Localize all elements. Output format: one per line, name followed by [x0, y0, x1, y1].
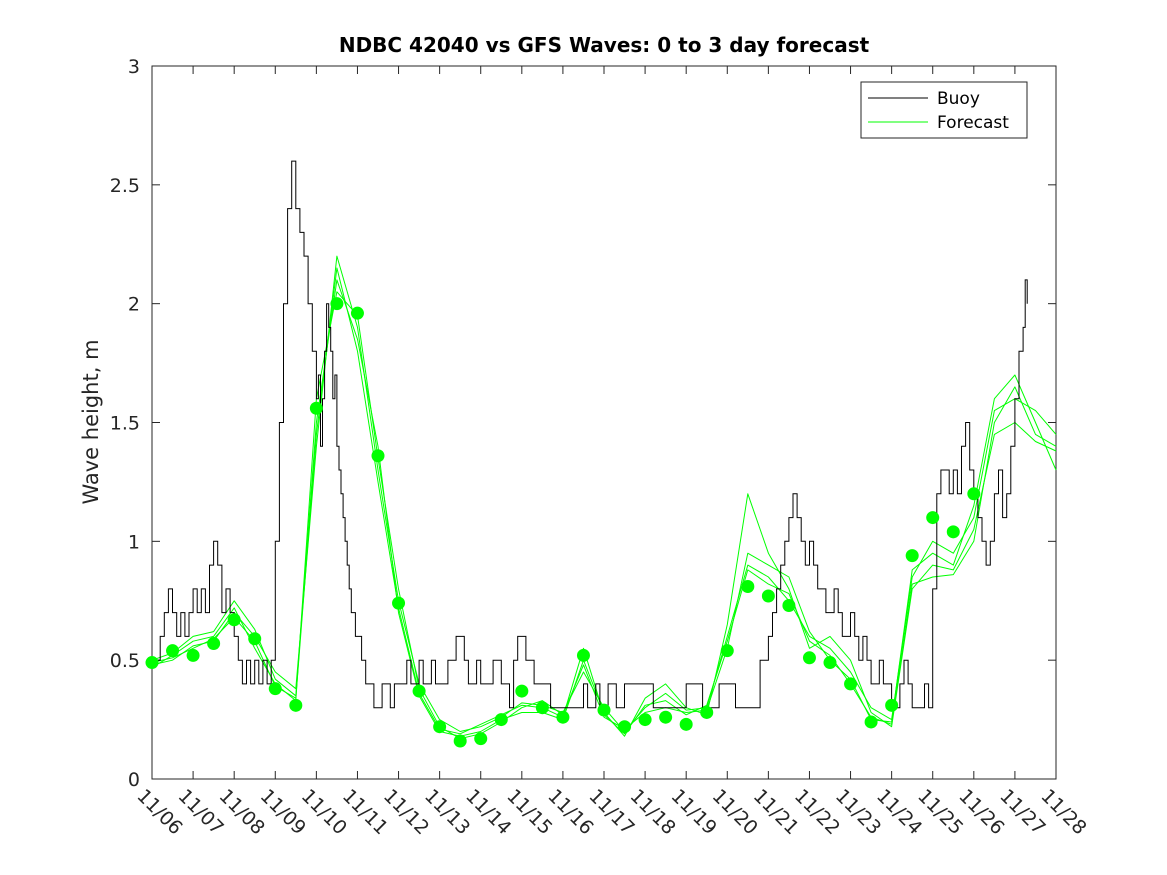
- y-tick-label: 0: [128, 769, 140, 791]
- analysis-marker: [741, 579, 755, 593]
- analysis-marker: [494, 713, 508, 727]
- analysis-marker: [638, 713, 652, 727]
- y-tick-label: 1.5: [110, 413, 140, 435]
- analysis-marker: [186, 648, 200, 662]
- analysis-marker: [720, 644, 734, 658]
- analysis-marker: [926, 511, 940, 525]
- y-tick-label: 2: [128, 294, 140, 316]
- buoy-series-group: [152, 160, 1028, 709]
- analysis-marker: [248, 632, 262, 646]
- analysis-marker: [885, 698, 899, 712]
- legend: Buoy Forecast: [860, 81, 1028, 139]
- plot-area: [151, 65, 1057, 780]
- analysis-marker: [433, 720, 447, 734]
- y-axis: 0 0.5 1 1.5 2 2.5 3: [110, 56, 1056, 791]
- analysis-marker: [535, 701, 549, 715]
- analysis-marker: [823, 656, 837, 670]
- analysis-marker: [659, 710, 673, 724]
- analysis-marker: [618, 720, 632, 734]
- y-tick-label: 1: [128, 531, 140, 553]
- analysis-marker: [576, 648, 590, 662]
- analysis-marker: [412, 684, 426, 698]
- analysis-marker: [166, 644, 180, 658]
- analysis-marker: [350, 306, 364, 320]
- analysis-marker: [515, 684, 529, 698]
- y-tick-label: 0.5: [110, 650, 140, 672]
- analysis-marker: [268, 682, 282, 696]
- analysis-marker: [330, 297, 344, 311]
- analysis-marker: [761, 589, 775, 603]
- analysis-marker: [700, 705, 714, 719]
- analysis-marker: [679, 717, 693, 731]
- forecast-line-3: [151, 291, 1057, 740]
- legend-forecast-label: Forecast: [937, 113, 1009, 133]
- analysis-marker: [802, 651, 816, 665]
- analysis-marker: [145, 656, 159, 670]
- buoy-line: [152, 160, 1028, 709]
- y-tick-label: 2.5: [110, 175, 140, 197]
- analysis-marker: [453, 734, 467, 748]
- legend-box: [860, 81, 1028, 139]
- chart-title: NDBC 42040 vs GFS Waves: 0 to 3 day fore…: [339, 33, 870, 57]
- analysis-marker: [474, 732, 488, 746]
- y-axis-label: Wave height, m: [79, 339, 103, 504]
- y-tick-label: 3: [128, 56, 140, 78]
- analysis-marker: [905, 549, 919, 563]
- analysis-marker: [207, 637, 221, 651]
- analysis-marker-group: [145, 297, 981, 748]
- legend-buoy-label: Buoy: [937, 89, 980, 109]
- analysis-marker: [597, 703, 611, 717]
- analysis-marker: [392, 596, 406, 610]
- analysis-marker: [844, 677, 858, 691]
- analysis-marker: [309, 401, 323, 415]
- analysis-marker: [946, 525, 960, 539]
- analysis-marker: [289, 698, 303, 712]
- analysis-marker: [967, 487, 981, 501]
- analysis-marker: [556, 710, 570, 724]
- analysis-marker: [371, 449, 385, 463]
- analysis-marker: [782, 599, 796, 613]
- analysis-marker: [864, 715, 878, 729]
- analysis-marker: [227, 613, 241, 627]
